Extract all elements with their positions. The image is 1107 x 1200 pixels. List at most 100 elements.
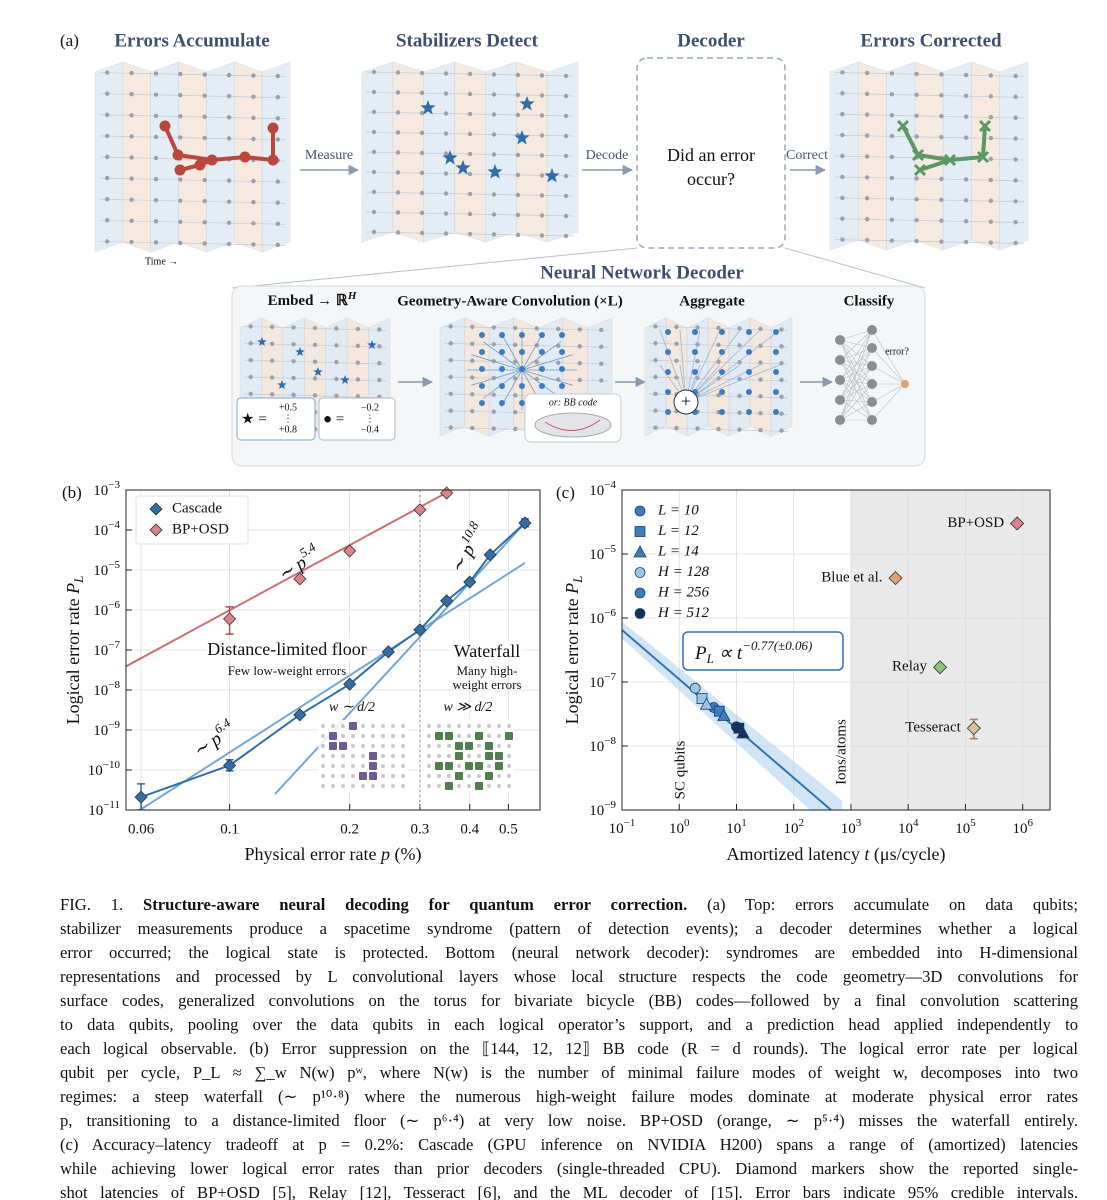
tick-label: 0.1 <box>220 821 239 837</box>
nn-node <box>867 379 877 389</box>
lattice-qubit <box>563 153 569 159</box>
aggregate-node <box>746 409 752 415</box>
lattice-qubit <box>275 94 281 100</box>
vector-box <box>318 397 396 441</box>
inset-dot <box>321 724 325 728</box>
lattice-qubit <box>470 375 475 380</box>
nn-edge <box>839 339 873 367</box>
tick-exponent: −7 <box>108 639 120 651</box>
legend-label: H = 512 <box>657 605 709 621</box>
lattice-qubit <box>377 360 382 366</box>
lattice-qubit <box>963 198 969 203</box>
nn-edge <box>839 359 873 367</box>
lattice-qubit <box>251 115 256 120</box>
lattice-qubit <box>988 219 994 224</box>
lattice-qubit <box>275 200 281 205</box>
inset-dot <box>401 784 405 788</box>
legend-marker <box>633 545 647 558</box>
lattice-qubit <box>178 114 183 119</box>
lattice-qubit <box>515 212 521 218</box>
inset-dot <box>321 734 325 738</box>
lattice-qubit <box>251 136 256 142</box>
inset-dot <box>487 764 491 768</box>
inset-dot <box>437 744 441 748</box>
lattice-qubit <box>129 134 134 139</box>
data-point <box>717 708 731 721</box>
inset-dot <box>351 764 355 768</box>
inset-dot <box>447 724 451 728</box>
nn-node <box>835 355 845 365</box>
lattice-qubit <box>963 114 969 119</box>
lattice-qubit <box>178 240 183 246</box>
nn-node <box>835 395 845 405</box>
lattice-qubit <box>1013 115 1018 120</box>
lattice-qubit <box>914 134 919 139</box>
annotation: w ≫ d/2 <box>444 700 493 715</box>
lattice-qubit <box>371 169 377 175</box>
lattice-qubit <box>202 220 207 225</box>
lattice-qubit <box>467 151 473 157</box>
tick-base: 10 <box>93 483 108 499</box>
tick-label: 103 <box>841 817 862 838</box>
lattice-qubit <box>563 193 569 199</box>
lattice-qubit <box>840 153 845 159</box>
inset-dot <box>427 734 431 738</box>
lattice-qubit <box>129 239 134 245</box>
tick-label: 105 <box>955 817 976 838</box>
nn-step-text: Embed → ℝ <box>268 293 349 309</box>
tick-base: 10 <box>841 821 856 837</box>
legend-label: L = 10 <box>657 502 699 518</box>
lattice-qubit <box>419 230 425 236</box>
lattice-qubit <box>988 73 994 78</box>
lattice-qubit <box>371 209 377 215</box>
tick-base: 10 <box>93 723 108 739</box>
inset-dot <box>361 734 365 738</box>
conv-node <box>479 332 485 338</box>
lattice-qubit <box>939 114 944 119</box>
inset-cell <box>455 752 463 760</box>
inset-dot <box>341 734 345 738</box>
lattice-qubit <box>577 360 582 366</box>
lattice-qubit <box>889 196 895 201</box>
inset-dot <box>437 784 441 788</box>
lattice-qubit <box>153 113 159 118</box>
nn-node <box>867 397 877 407</box>
tick-label: 0.3 <box>411 821 430 837</box>
aggregate-node <box>773 329 779 335</box>
reference-label: Blue et al. <box>821 570 882 586</box>
legend-label: L = 14 <box>657 543 699 559</box>
nn-node <box>835 415 845 425</box>
inset-dot <box>351 784 355 788</box>
aggregate-node <box>692 329 698 335</box>
y-axis-label-part: Logical error rate <box>562 594 582 724</box>
lattice-qubit <box>448 324 453 329</box>
conv-spoke <box>521 354 573 371</box>
lattice-qubit <box>202 93 207 98</box>
error-qubit <box>174 164 186 176</box>
inset-cell <box>465 762 473 770</box>
fit-band <box>622 621 843 810</box>
fit-label-box <box>682 631 844 671</box>
lattice-qubit <box>251 178 256 184</box>
caption-text: (c) Accuracy–latency tradeoff at p = 0.2… <box>60 1135 1078 1154</box>
error-qubit <box>267 122 279 134</box>
lattice-sheet <box>122 61 152 253</box>
lattice-qubit <box>269 392 275 397</box>
tick-exponent: −4 <box>604 479 616 491</box>
nn-edge <box>839 379 873 403</box>
lattice-qubit <box>334 393 339 399</box>
caption-text: while achieving lower logical error rate… <box>60 1159 1078 1178</box>
lattice-qubit <box>291 375 296 381</box>
lattice-sheet <box>464 317 490 437</box>
tick-base: 10 <box>589 803 604 819</box>
lattice-qubit <box>1013 94 1018 100</box>
lattice-qubit <box>988 156 994 162</box>
lattice-qubit <box>939 72 944 77</box>
lattice-qubit <box>377 377 382 383</box>
lattice-qubit <box>395 190 401 195</box>
inset-dot <box>381 754 385 758</box>
correction-x <box>913 163 927 177</box>
lattice-qubit <box>653 374 658 380</box>
nn-edge <box>839 339 873 403</box>
